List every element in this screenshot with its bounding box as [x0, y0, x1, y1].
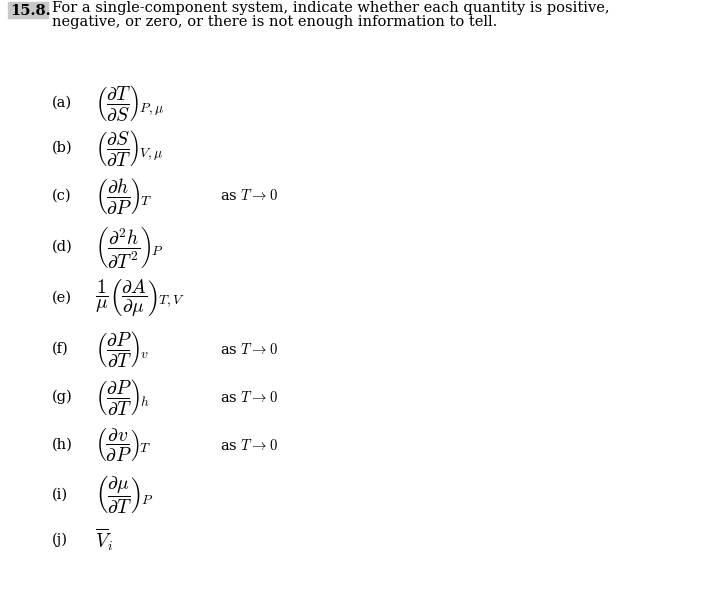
Text: $\dfrac{1}{\mu}\left(\dfrac{\partial A}{\partial \mu}\right)_{\!T,V}$: $\dfrac{1}{\mu}\left(\dfrac{\partial A}{… [95, 277, 185, 319]
Text: $\left(\dfrac{\partial h}{\partial P}\right)_{\!T}$: $\left(\dfrac{\partial h}{\partial P}\ri… [95, 176, 152, 216]
Text: negative, or zero, or there is not enough information to tell.: negative, or zero, or there is not enoug… [52, 15, 497, 29]
Text: as $T \rightarrow 0$: as $T \rightarrow 0$ [220, 341, 278, 356]
Text: (i): (i) [52, 488, 68, 502]
Text: (b): (b) [52, 141, 73, 155]
Text: For a single-component system, indicate whether each quantity is positive,: For a single-component system, indicate … [52, 1, 609, 15]
Text: as $T \rightarrow 0$: as $T \rightarrow 0$ [220, 188, 278, 203]
Text: $\overline{V}_{i}$: $\overline{V}_{i}$ [95, 527, 113, 553]
Text: $\left(\dfrac{\partial^{2} h}{\partial T^{2}}\right)_{\!P}$: $\left(\dfrac{\partial^{2} h}{\partial T… [95, 224, 164, 269]
Text: (a): (a) [52, 96, 72, 110]
Text: $\left(\dfrac{\partial T}{\partial S}\right)_{\!P,\mu}$: $\left(\dfrac{\partial T}{\partial S}\ri… [95, 83, 164, 123]
Text: $\left(\dfrac{\partial \mu}{\partial T}\right)_{\!P}$: $\left(\dfrac{\partial \mu}{\partial T}\… [95, 475, 154, 515]
FancyBboxPatch shape [8, 2, 48, 18]
Text: as $T \rightarrow 0$: as $T \rightarrow 0$ [220, 389, 278, 404]
Text: (g): (g) [52, 390, 73, 404]
Text: $\left(\dfrac{\partial S}{\partial T}\right)_{\!V,\mu}$: $\left(\dfrac{\partial S}{\partial T}\ri… [95, 128, 164, 168]
Text: 15.8.: 15.8. [10, 4, 51, 18]
Text: $\left(\dfrac{\partial v}{\partial P}\right)_{\!T}$: $\left(\dfrac{\partial v}{\partial P}\ri… [95, 427, 151, 464]
Text: (d): (d) [52, 240, 73, 254]
Text: (f): (f) [52, 342, 68, 356]
Text: (c): (c) [52, 189, 71, 203]
Text: (h): (h) [52, 438, 73, 452]
Text: $\left(\dfrac{\partial P}{\partial T}\right)_{\!v}$: $\left(\dfrac{\partial P}{\partial T}\ri… [95, 329, 149, 369]
Text: as $T \rightarrow 0$: as $T \rightarrow 0$ [220, 437, 278, 452]
Text: $\left(\dfrac{\partial P}{\partial T}\right)_{\!h}$: $\left(\dfrac{\partial P}{\partial T}\ri… [95, 377, 150, 417]
Text: (e): (e) [52, 291, 72, 305]
Text: (j): (j) [52, 533, 68, 547]
